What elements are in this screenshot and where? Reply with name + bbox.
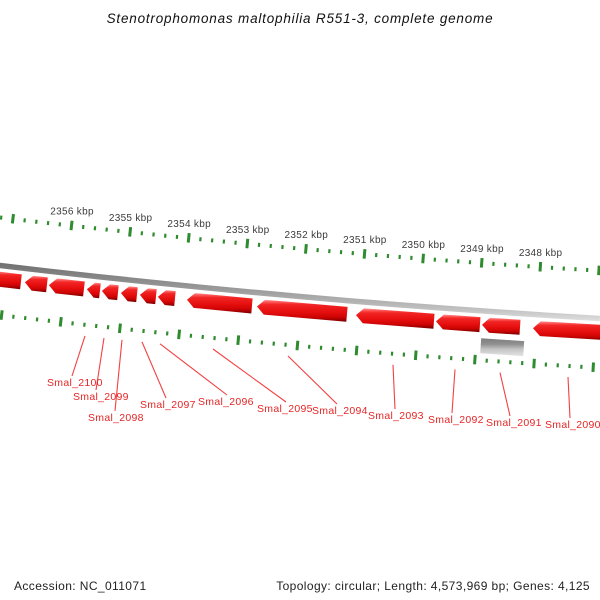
ruler-tick-major xyxy=(177,329,182,340)
gene-label: Smal_2090 xyxy=(545,419,600,431)
ruler-tick-major xyxy=(304,244,308,254)
gene-leader-line xyxy=(451,369,456,414)
ruler-tick-major xyxy=(58,316,63,327)
ruler-tick-major xyxy=(532,358,536,369)
kbp-tick-label: 2350 kbp xyxy=(402,240,446,251)
gene-label: Smal_2098 xyxy=(88,412,144,424)
gene-arrow xyxy=(436,314,481,333)
ruler-tick-major xyxy=(295,340,300,351)
footer-summary: Topology: circular; Length: 4,573,969 bp… xyxy=(276,579,590,593)
gene-leader-line xyxy=(567,376,571,419)
ruler-tick-major xyxy=(186,232,191,243)
gene-label: Smal_2096 xyxy=(198,396,254,408)
gene-arrow xyxy=(0,271,22,290)
gene-arrow xyxy=(482,317,521,335)
backbone-arc-band xyxy=(0,262,600,322)
gene-leader-line xyxy=(287,355,338,405)
ruler-track-inner xyxy=(0,310,595,373)
gene-arrow xyxy=(533,321,600,340)
gene-leader-line xyxy=(159,343,228,396)
ruler-tick-major xyxy=(354,345,359,356)
feature-track xyxy=(0,271,600,357)
gene-arrow xyxy=(257,299,348,322)
gene-label: Smal_2097 xyxy=(140,399,196,411)
ruler-tick-major xyxy=(10,213,15,224)
ruler-track-outer: 2356 kbp 2355 kbp 2354 kbp 2353 kbp 2352 kbp… xyxy=(0,207,600,276)
ruler-tick-major xyxy=(245,238,250,249)
ruler-tick-major xyxy=(597,265,600,276)
gene-leader-line xyxy=(212,348,287,403)
gene-label: Smal_2095 xyxy=(257,403,313,415)
kbp-tick-label: 2349 kbp xyxy=(460,244,504,255)
gene-arrow xyxy=(157,290,176,306)
gene-leader-line xyxy=(392,364,396,410)
gene-label: Smal_2093 xyxy=(368,410,424,422)
gene-arrow xyxy=(86,282,101,299)
gene-leader-line xyxy=(499,372,511,417)
ruler-tick-major xyxy=(473,354,477,365)
gene-arrow xyxy=(48,278,85,297)
gene-arrow xyxy=(139,288,157,305)
gene-arrow xyxy=(356,308,435,329)
kbp-tick-label: 2352 kbp xyxy=(285,230,329,241)
ruler-tick-major xyxy=(362,249,367,259)
gene-leader-lines xyxy=(71,335,571,419)
ruler-tick-major xyxy=(0,310,4,320)
ruler-tick-major xyxy=(117,323,122,334)
kbp-tick-label: 2351 kbp xyxy=(343,235,387,246)
gene-label: Smal_2094 xyxy=(312,405,368,417)
gene-leader-line xyxy=(114,339,123,412)
gene-label: Smal_2100 xyxy=(47,377,103,389)
ruler-tick-major xyxy=(479,257,484,268)
ruler-tick-major xyxy=(421,253,425,264)
backbone-arc xyxy=(0,262,600,322)
footer-accession: Accession: NC_011071 xyxy=(14,579,147,593)
kbp-tick-label: 2348 kbp xyxy=(519,248,563,259)
gene-label: Smal_2099 xyxy=(73,391,129,403)
gene-leader-line xyxy=(141,341,167,399)
ruler-tick-major xyxy=(128,226,133,237)
kbp-tick-label: 2356 kbp xyxy=(50,207,94,218)
ruler-tick-major xyxy=(236,335,241,345)
gene-label: Smal_2091 xyxy=(486,417,542,429)
kbp-tick-label: 2354 kbp xyxy=(167,219,211,230)
gene-leader-line xyxy=(71,335,86,377)
ruler-tick-major xyxy=(413,350,418,361)
gene-arrow xyxy=(120,286,138,303)
gray-feature-block xyxy=(480,338,525,357)
genome-title: Stenotrophomonas maltophilia R551-3, com… xyxy=(107,11,494,26)
gene-arrow xyxy=(187,293,253,314)
ruler-tick-major xyxy=(591,362,595,373)
kbp-tick-label: 2355 kbp xyxy=(109,213,153,224)
gene-arrow xyxy=(24,275,48,293)
kbp-tick-label: 2353 kbp xyxy=(226,225,270,236)
ruler-tick-major xyxy=(538,261,543,272)
gene-label: Smal_2092 xyxy=(428,414,484,426)
gene-arrow xyxy=(101,284,119,301)
gene-leader-line xyxy=(95,337,105,391)
ruler-tick-major xyxy=(69,220,74,231)
